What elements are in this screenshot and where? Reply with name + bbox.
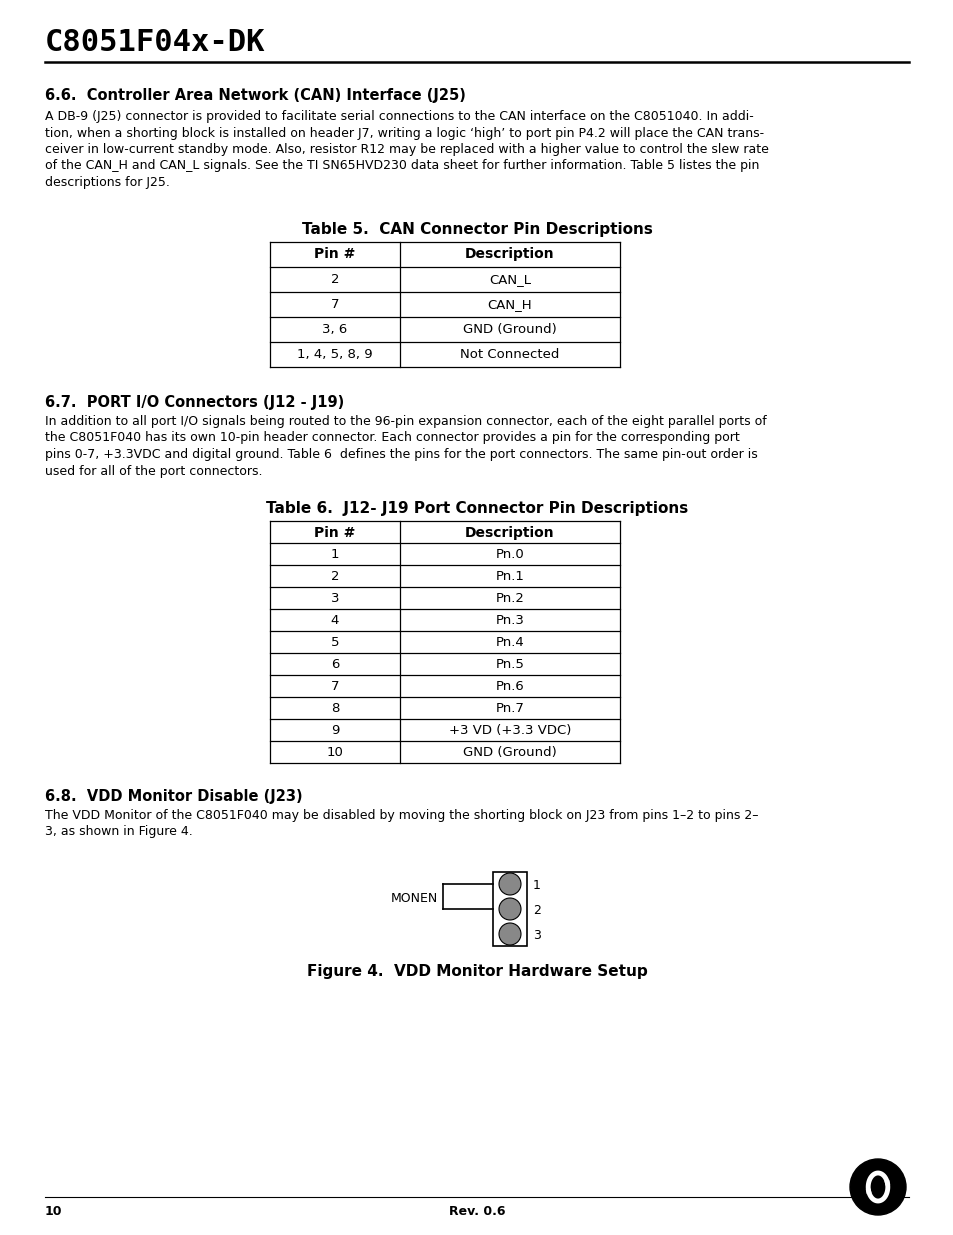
Text: Pn.1: Pn.1 xyxy=(495,571,524,583)
Text: 4: 4 xyxy=(331,614,339,627)
Text: 6.8.  VDD Monitor Disable (J23): 6.8. VDD Monitor Disable (J23) xyxy=(45,789,302,804)
Text: CAN_H: CAN_H xyxy=(487,298,532,311)
Text: In addition to all port I/O signals being routed to the 96-pin expansion connect: In addition to all port I/O signals bein… xyxy=(45,415,766,429)
Text: 6: 6 xyxy=(331,658,339,671)
Text: Pn.4: Pn.4 xyxy=(496,636,524,650)
Text: 6.7.  PORT I/O Connectors (J12 - J19): 6.7. PORT I/O Connectors (J12 - J19) xyxy=(45,395,344,410)
Text: Not Connected: Not Connected xyxy=(460,348,559,361)
Text: Figure 4.  VDD Monitor Hardware Setup: Figure 4. VDD Monitor Hardware Setup xyxy=(306,965,647,979)
Text: 1: 1 xyxy=(331,548,339,561)
Text: 7: 7 xyxy=(331,680,339,693)
Text: tion, when a shorting block is installed on header J7, writing a logic ‘high’ to: tion, when a shorting block is installed… xyxy=(45,126,763,140)
Text: used for all of the port connectors.: used for all of the port connectors. xyxy=(45,464,262,478)
Text: 8: 8 xyxy=(331,701,339,715)
Text: GND (Ground): GND (Ground) xyxy=(462,746,557,760)
Text: 7: 7 xyxy=(331,298,339,311)
Text: Pn.0: Pn.0 xyxy=(496,548,524,561)
Text: ®: ® xyxy=(902,1160,908,1166)
Text: Description: Description xyxy=(465,526,555,540)
Text: +3 VD (+3.3 VDC): +3 VD (+3.3 VDC) xyxy=(448,724,571,737)
Text: the C8051F040 has its own 10-pin header connector. Each connector provides a pin: the C8051F040 has its own 10-pin header … xyxy=(45,431,739,445)
Text: 10: 10 xyxy=(45,1205,63,1218)
Text: GND (Ground): GND (Ground) xyxy=(462,324,557,336)
Text: 2: 2 xyxy=(331,571,339,583)
Text: 5: 5 xyxy=(331,636,339,650)
Text: 2: 2 xyxy=(331,273,339,287)
Text: 10: 10 xyxy=(326,746,343,760)
Bar xyxy=(493,872,526,946)
Text: pins 0-7, +3.3VDC and digital ground. Table 6  defines the pins for the port con: pins 0-7, +3.3VDC and digital ground. Ta… xyxy=(45,448,757,461)
Text: Rev. 0.6: Rev. 0.6 xyxy=(448,1205,505,1218)
Circle shape xyxy=(498,898,520,920)
Text: Pn.5: Pn.5 xyxy=(495,658,524,671)
Text: A DB-9 (J25) connector is provided to facilitate serial connections to the CAN i: A DB-9 (J25) connector is provided to fa… xyxy=(45,110,753,124)
Text: 2: 2 xyxy=(533,904,540,918)
Text: 1: 1 xyxy=(533,879,540,892)
Text: ceiver in low-current standby mode. Also, resistor R12 may be replaced with a hi: ceiver in low-current standby mode. Also… xyxy=(45,143,768,156)
Text: 9: 9 xyxy=(331,724,339,737)
Text: C8051F04x-DK: C8051F04x-DK xyxy=(45,28,265,57)
Circle shape xyxy=(901,1155,909,1163)
Text: Pn.2: Pn.2 xyxy=(495,592,524,605)
Text: Pin #: Pin # xyxy=(314,247,355,261)
Text: Table 5.  CAN Connector Pin Descriptions: Table 5. CAN Connector Pin Descriptions xyxy=(301,222,652,237)
Text: The VDD Monitor of the C8051F040 may be disabled by moving the shorting block on: The VDD Monitor of the C8051F040 may be … xyxy=(45,809,758,823)
Text: CAN_L: CAN_L xyxy=(489,273,531,287)
Text: 3, as shown in Figure 4.: 3, as shown in Figure 4. xyxy=(45,825,193,839)
Circle shape xyxy=(849,1158,905,1215)
Text: of the CAN_H and CAN_L signals. See the TI SN65HVD230 data sheet for further inf: of the CAN_H and CAN_L signals. See the … xyxy=(45,159,759,173)
Text: descriptions for J25.: descriptions for J25. xyxy=(45,177,170,189)
Text: Pn.7: Pn.7 xyxy=(495,701,524,715)
Text: 3: 3 xyxy=(533,929,540,942)
Text: Pn.6: Pn.6 xyxy=(496,680,524,693)
Text: Table 6.  J12- J19 Port Connector Pin Descriptions: Table 6. J12- J19 Port Connector Pin Des… xyxy=(266,501,687,516)
Text: Description: Description xyxy=(465,247,555,261)
Text: 3: 3 xyxy=(331,592,339,605)
Circle shape xyxy=(498,923,520,945)
Text: MONEN: MONEN xyxy=(391,892,437,904)
Text: Pn.3: Pn.3 xyxy=(495,614,524,627)
Text: 6.6.  Controller Area Network (CAN) Interface (J25): 6.6. Controller Area Network (CAN) Inter… xyxy=(45,88,465,103)
Text: 3, 6: 3, 6 xyxy=(322,324,347,336)
Circle shape xyxy=(498,873,520,895)
Text: 1, 4, 5, 8, 9: 1, 4, 5, 8, 9 xyxy=(297,348,373,361)
Text: Pin #: Pin # xyxy=(314,526,355,540)
